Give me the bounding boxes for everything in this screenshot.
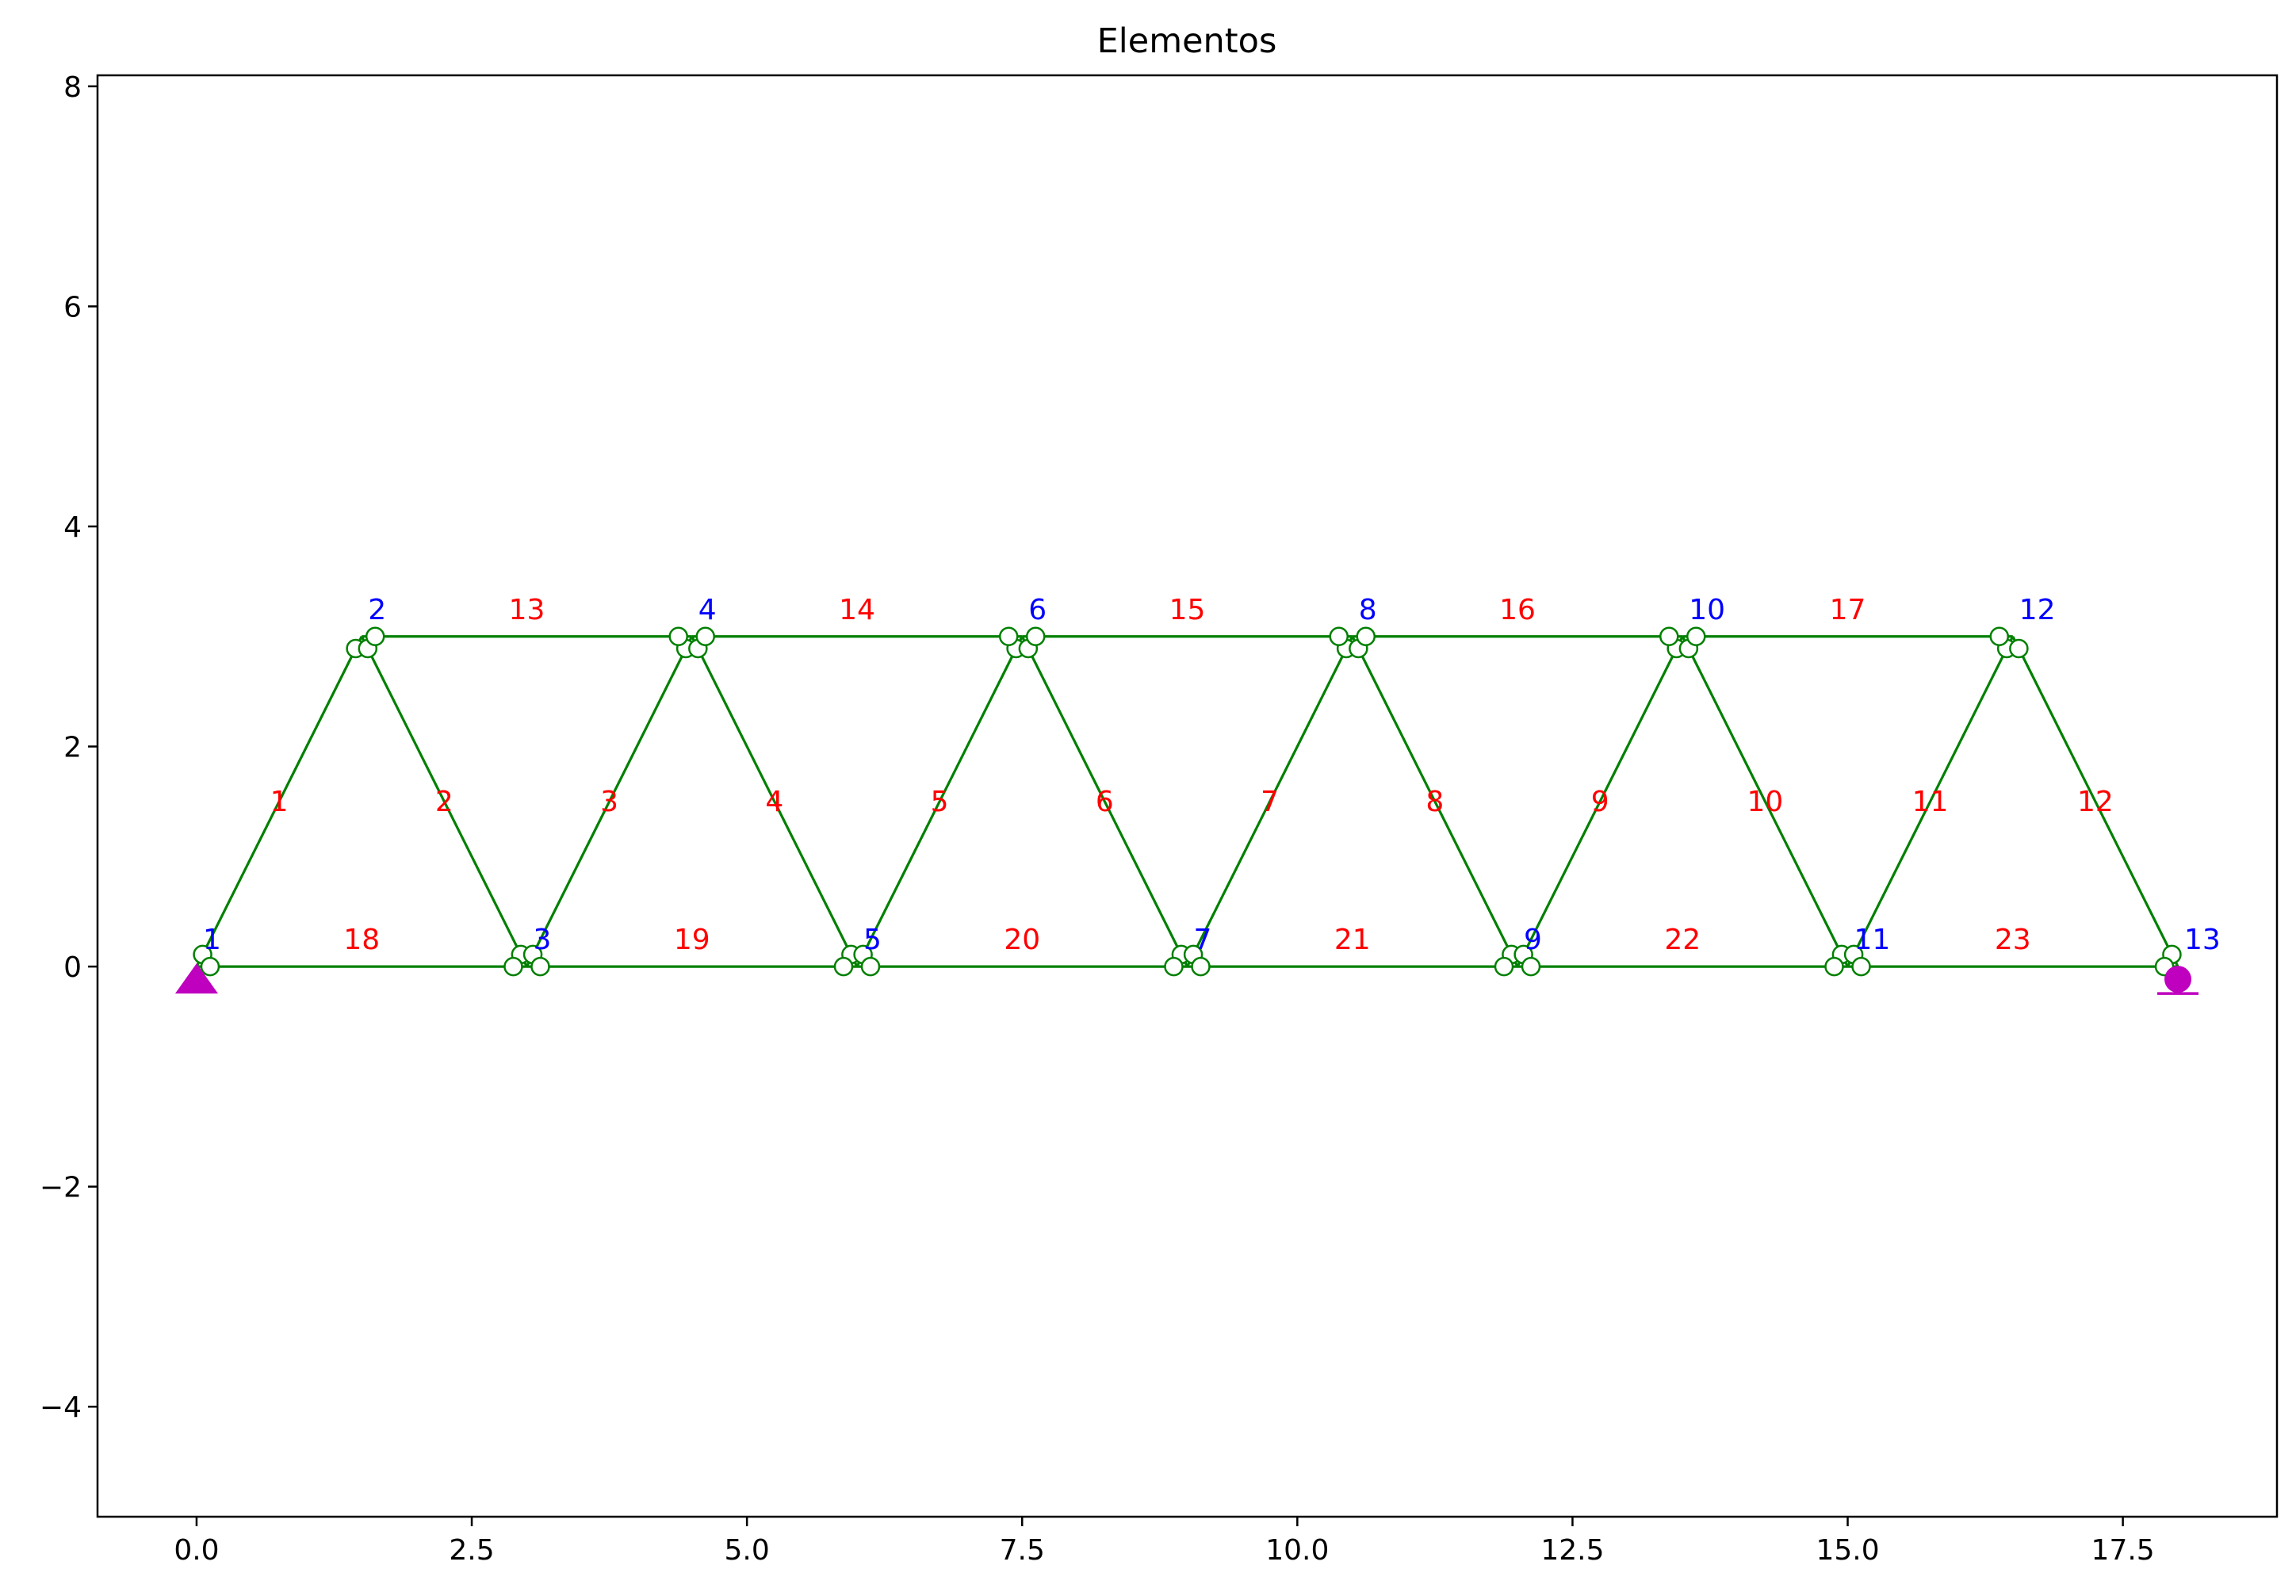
element-20-end-marker-1 [860,956,881,977]
x-axis: 0.0 2.5 5.0 7.5 10.0 12.5 15.0 17.5 [174,1517,2155,1567]
element-20-label: 20 [1004,924,1040,956]
node-7-label: 7 [1194,924,1212,956]
node-10-label: 10 [1689,594,1725,626]
y-tick-label: 4 [63,511,82,544]
pin-support-node-1 [174,963,218,994]
element-16-end-marker-1 [1356,626,1376,647]
element-lines [195,635,2179,968]
element-end-markers [193,626,2182,977]
element-14-label: 14 [839,594,875,626]
element-7-line [1186,636,1354,967]
plot-frame [96,74,2279,1518]
node-13-label: 13 [2184,924,2221,956]
element-9-line [1516,636,1684,967]
node-4-label: 4 [698,594,717,626]
element-19-end-marker-2 [833,956,854,977]
y-tick-label: 6 [63,291,82,323]
element-21-end-marker-1 [1191,956,1211,977]
node-6-label: 6 [1028,594,1047,626]
element-22-label: 22 [1664,924,1701,956]
element-17-end-marker-2 [1989,626,2010,647]
node-9-label: 9 [1524,924,1542,956]
element-12-label: 12 [2077,786,2114,818]
element-21-end-marker-2 [1494,956,1514,977]
element-23-end-marker-1 [1851,956,1871,977]
supports [174,963,2199,995]
element-3-line [526,636,694,967]
element-14-end-marker-2 [998,626,1019,647]
x-tick-label: 15.0 [1816,1534,1879,1567]
element-14-end-marker-1 [695,626,715,647]
x-tick-label: 12.5 [1540,1534,1604,1567]
element-22-end-marker-1 [1521,956,1541,977]
node-1-label: 1 [203,924,221,956]
element-12-end-marker-1 [2009,638,2029,659]
element-12-line [2011,636,2179,967]
x-tick-label: 7.5 [1000,1534,1045,1567]
element-4-line [691,636,859,967]
node-8-label: 8 [1359,594,1377,626]
element-17-label: 17 [1830,594,1866,626]
element-7-label: 7 [1261,786,1279,818]
x-tick-label: 0.0 [174,1534,219,1567]
element-15-end-marker-2 [1329,626,1349,647]
element-13-end-marker-1 [365,626,385,647]
roller-support-node-13 [2164,966,2192,993]
element-5-line [855,636,1024,967]
element-1-label: 1 [270,786,289,818]
element-18-end-marker-2 [503,956,523,977]
y-tick-label: −2 [40,1172,82,1204]
node-5-label: 5 [863,924,882,956]
element-13-end-marker-2 [668,626,688,647]
y-axis: −4 −2 0 2 4 6 8 [40,71,98,1424]
x-tick-label: 10.0 [1265,1534,1329,1567]
node-2-label: 2 [368,594,386,626]
element-11-label: 11 [1912,786,1949,818]
element-19-end-marker-1 [530,956,550,977]
element-2-label: 2 [435,786,453,818]
x-tick-label: 5.0 [725,1534,770,1567]
element-23-label: 23 [1995,924,2031,956]
element-10-line [1681,636,1849,967]
element-1-line [195,636,363,967]
y-tick-label: 8 [63,71,82,104]
x-tick-label: 17.5 [2091,1534,2155,1567]
chart-title: Elementos [1097,21,1277,61]
element-15-label: 15 [1169,594,1206,626]
node-11-label: 11 [1854,924,1891,956]
element-4-label: 4 [765,786,783,818]
element-18-label: 18 [343,924,380,956]
element-19-label: 19 [674,924,710,956]
element-22-end-marker-2 [1824,956,1844,977]
element-5-label: 5 [931,786,949,818]
element-17-end-marker-1 [1686,626,1706,647]
element-6-label: 6 [1096,786,1114,818]
element-20-end-marker-2 [1164,956,1184,977]
element-18-end-marker-1 [200,956,220,977]
element-16-label: 16 [1499,594,1536,626]
element-3-label: 3 [600,786,618,818]
element-10-label: 10 [1747,786,1783,818]
y-tick-label: 2 [63,732,82,764]
x-tick-label: 2.5 [449,1534,494,1567]
element-8-line [1351,636,1519,967]
element-21-label: 21 [1334,924,1371,956]
y-tick-label: 0 [63,951,82,984]
element-13-label: 13 [509,594,545,626]
element-9-label: 9 [1591,786,1609,818]
node-3-label: 3 [533,924,551,956]
element-2-line [360,636,528,967]
element-15-end-marker-1 [1025,626,1046,647]
node-12-label: 12 [2019,594,2056,626]
element-11-line [1846,636,2015,967]
y-tick-label: −4 [40,1391,82,1424]
element-8-label: 8 [1425,786,1444,818]
element-6-line [1020,636,1188,967]
element-16-end-marker-2 [1659,626,1679,647]
